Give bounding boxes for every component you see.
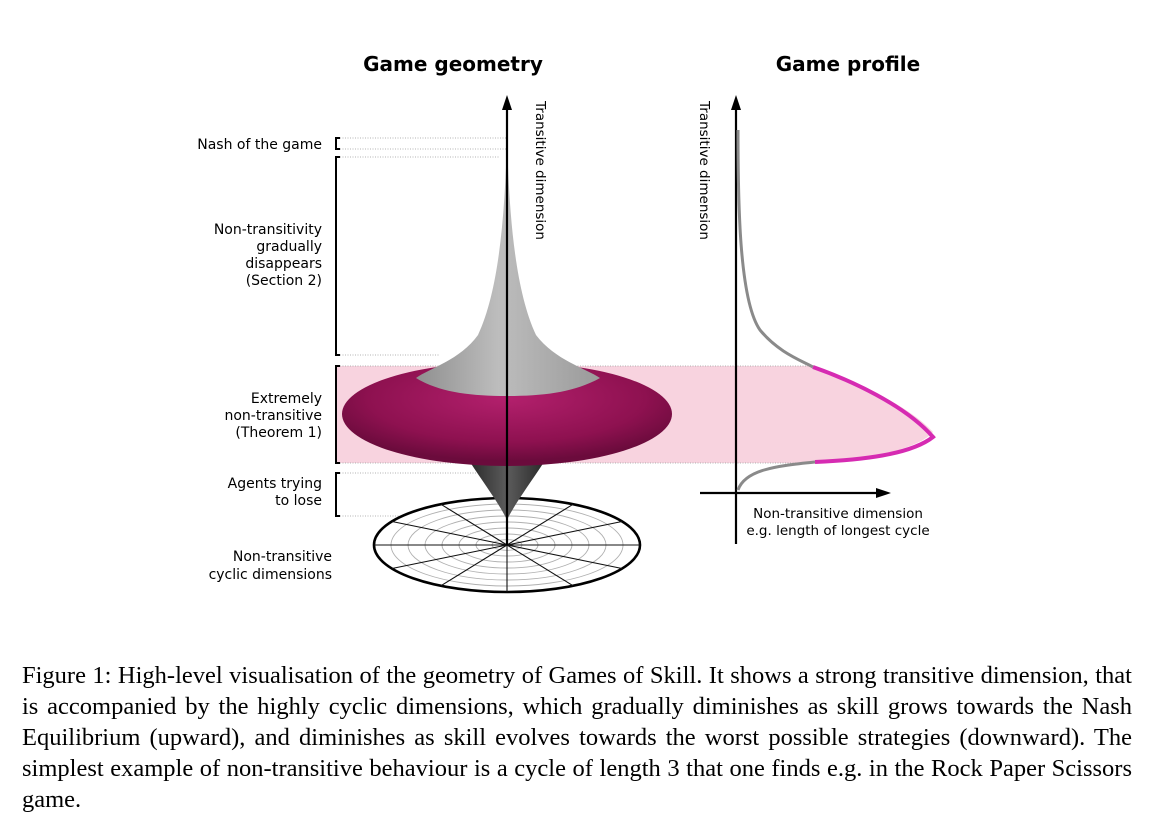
right-x-axis-label-1: Non-transitive dimension — [753, 506, 923, 522]
profile-curve-lower — [736, 460, 816, 491]
nash-label: Nash of the game — [197, 137, 322, 153]
cyclic-label-2: cyclic dimensions — [209, 567, 332, 583]
agents-label-2: to lose — [275, 493, 322, 509]
right-x-axis-arrow-icon — [876, 488, 891, 498]
left-axis-arrow-icon — [502, 95, 512, 110]
non-transitivity-label-2: gradually — [256, 239, 322, 255]
non-transitivity-label-3: disappears — [245, 256, 322, 272]
right-x-axis-label-2: e.g. length of longest cycle — [746, 523, 929, 539]
agents-label-1: Agents trying — [228, 476, 322, 492]
extremely-label-2: non-transitive — [224, 408, 322, 424]
right-y-axis-arrow-icon — [731, 95, 741, 110]
extremely-label-1: Extremely — [251, 391, 322, 407]
left-axis-label: Transitive dimension — [532, 100, 548, 240]
left-labels: Nash of the game Non-transitivity gradua… — [197, 137, 332, 583]
figure-caption: Figure 1: High-level visualisation of th… — [22, 662, 1132, 813]
extremely-label-3: (Theorem 1) — [235, 425, 322, 441]
cyclic-label-1: Non-transitive — [233, 549, 332, 565]
figure-svg: Game geometry Game profile Nash of the g… — [197, 52, 936, 594]
non-transitivity-label-4: (Section 2) — [246, 273, 322, 289]
non-transitivity-label-1: Non-transitivity — [214, 222, 322, 238]
profile-curve-peak — [812, 365, 936, 464]
profile-curve-upper — [736, 129, 814, 369]
brackets — [335, 137, 340, 517]
left-title: Game geometry — [363, 52, 543, 76]
figure-1: Game geometry Game profile Nash of the g… — [197, 52, 936, 594]
right-y-axis-label: Transitive dimension — [696, 100, 712, 240]
right-title: Game profile — [776, 52, 920, 76]
band-curve-fill — [808, 366, 933, 463]
